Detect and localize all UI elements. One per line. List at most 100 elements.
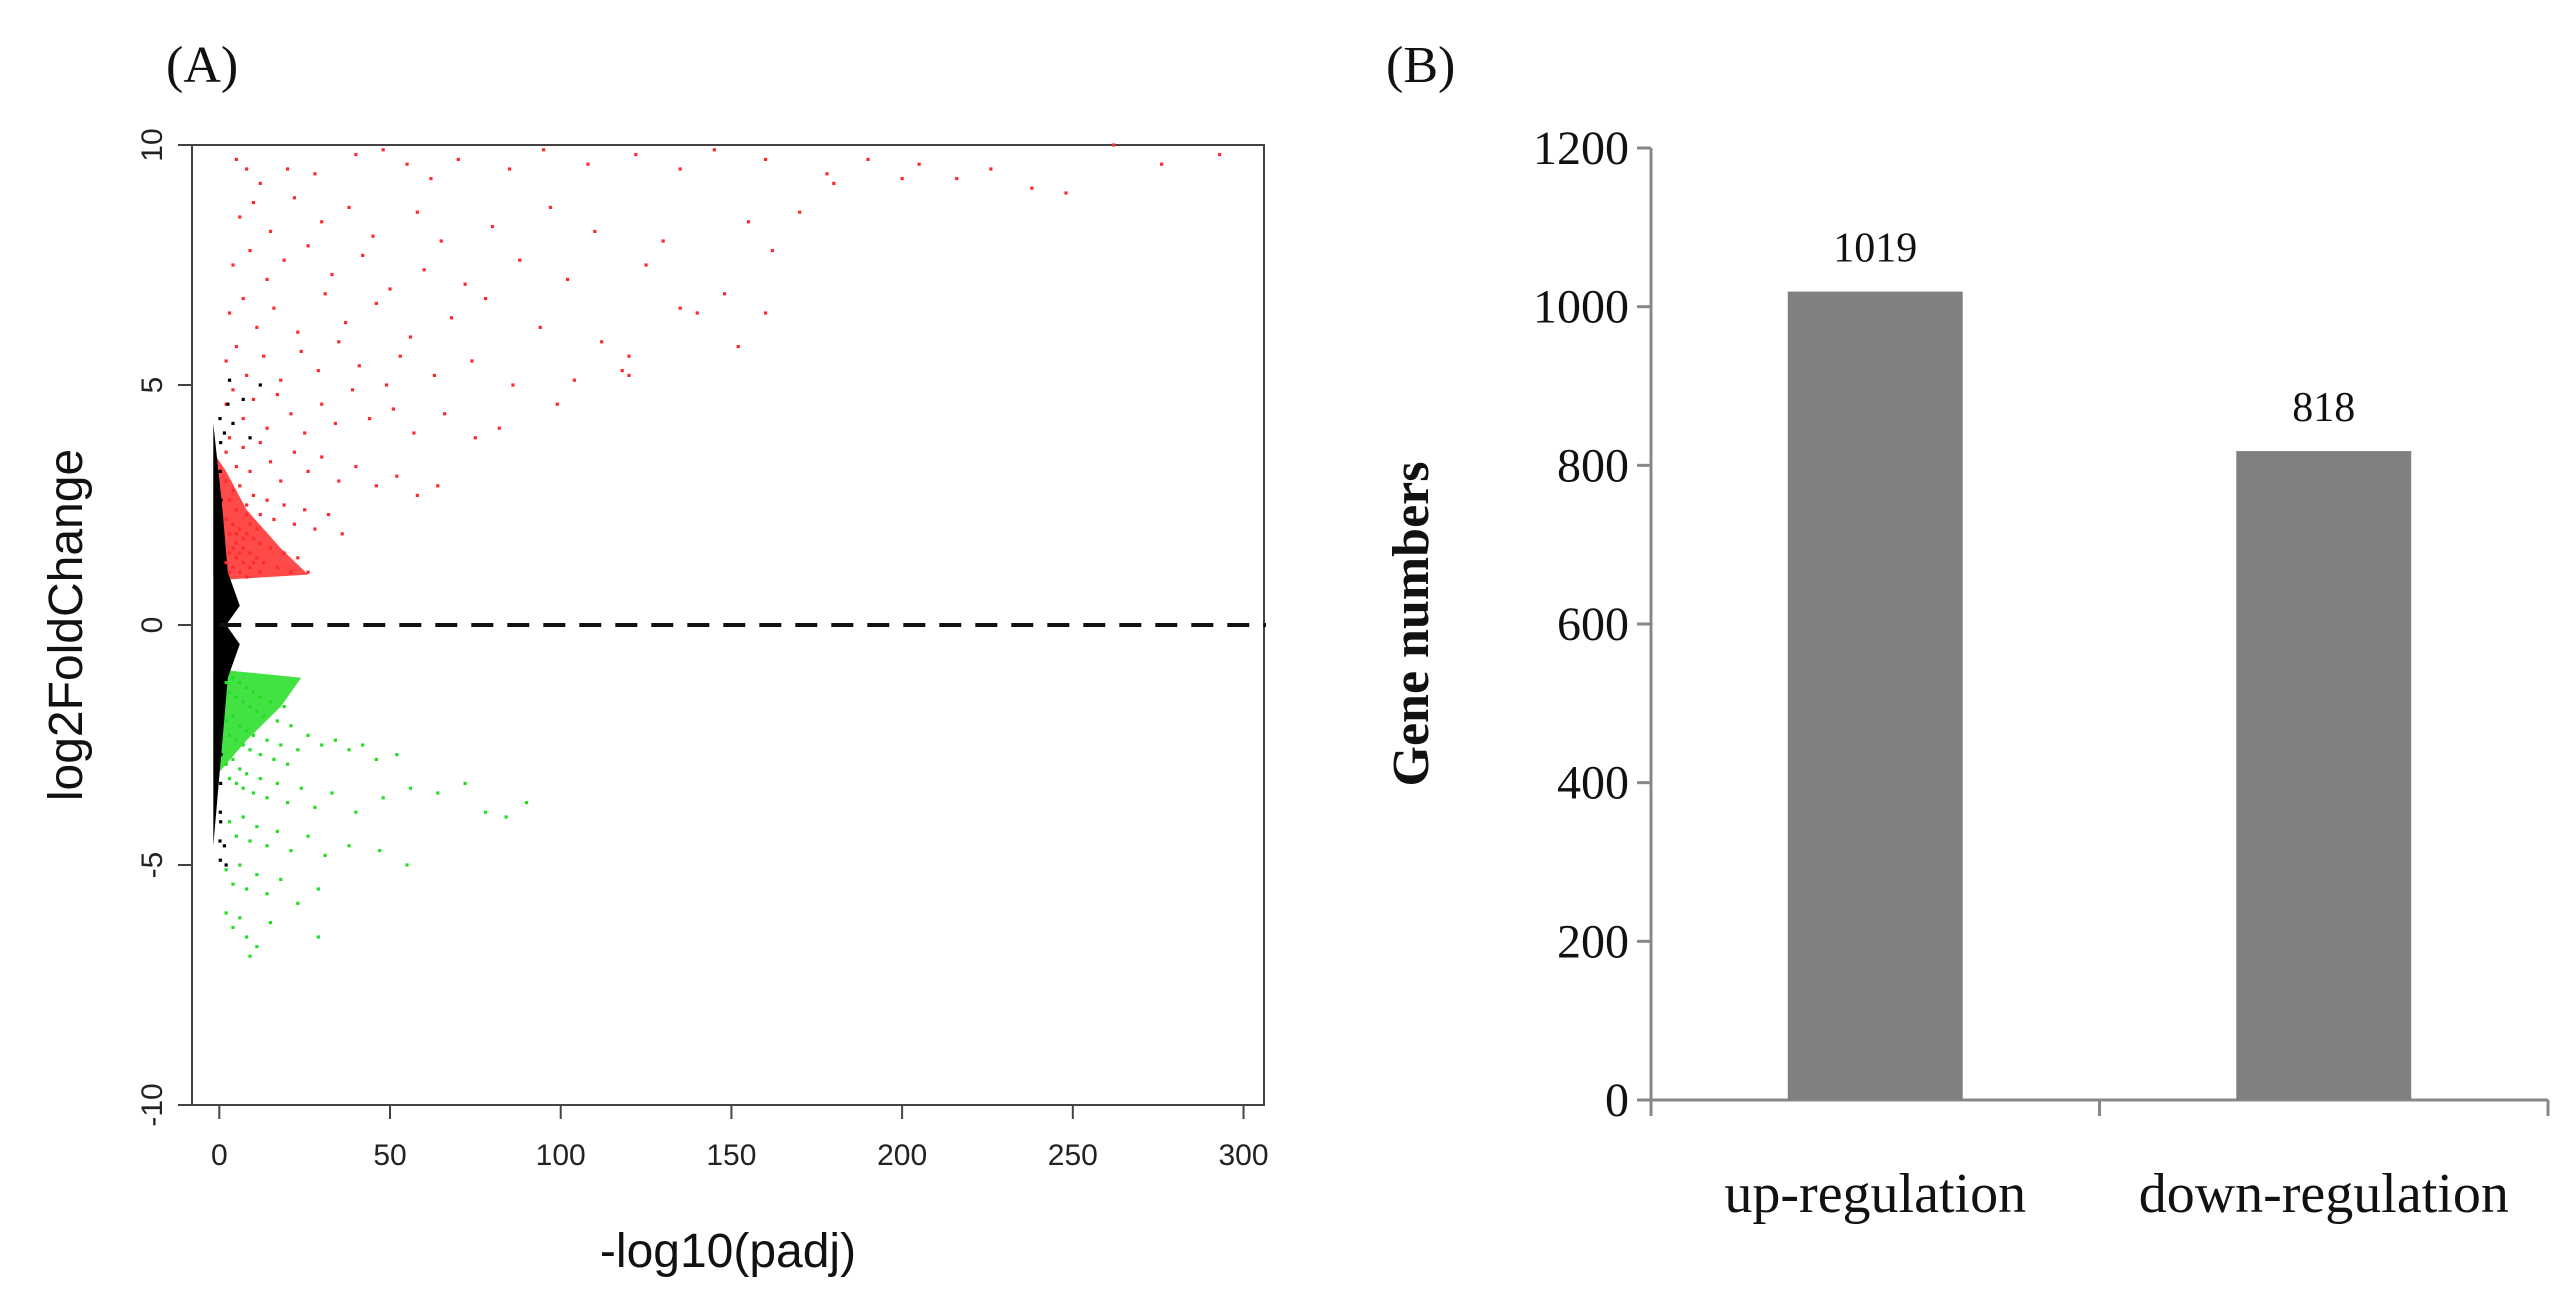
point-up [255, 527, 259, 531]
point-up [678, 167, 682, 171]
point-up [279, 479, 283, 483]
point-up [320, 402, 324, 406]
point-down [296, 748, 300, 752]
point-up [289, 570, 293, 574]
point-down [238, 916, 242, 920]
point-up [391, 407, 396, 411]
point-up [490, 225, 495, 229]
point-up [292, 196, 297, 200]
point-up [282, 503, 286, 507]
point-down [227, 820, 232, 824]
y-tick-label: 5 [136, 377, 169, 394]
point-up [306, 469, 310, 473]
point-up [347, 205, 351, 209]
point-up [354, 153, 358, 157]
point-up [412, 431, 416, 435]
point-up [866, 157, 870, 161]
point-up [251, 493, 256, 497]
point-down [275, 829, 279, 833]
point-up [241, 546, 245, 550]
point-down [251, 733, 256, 737]
point-up [255, 325, 259, 329]
point-down [299, 786, 303, 790]
category-labels: up-regulation down-regulation [1724, 1163, 2508, 1225]
point-up [415, 493, 419, 497]
point-up [258, 441, 262, 445]
point-up [337, 479, 341, 483]
point-up [627, 354, 631, 358]
point-up [227, 570, 232, 574]
point-down [227, 733, 232, 737]
point-up [285, 167, 290, 171]
bar-data-labels: 1019 818 [1833, 226, 2355, 431]
point-up [245, 503, 249, 507]
point-up [272, 517, 276, 521]
point-down [268, 700, 273, 704]
point-up [1159, 162, 1164, 166]
point-up [644, 263, 648, 267]
point-up [798, 210, 802, 214]
point-up [436, 484, 440, 488]
point-up [238, 527, 242, 531]
point-up [832, 181, 836, 185]
point-down [285, 801, 290, 805]
point-down [306, 834, 310, 838]
point-up [248, 522, 252, 526]
point-down [245, 935, 249, 939]
point-down [251, 690, 256, 694]
point-not_significant [226, 402, 230, 406]
point-up [538, 325, 542, 329]
point-not_significant [248, 436, 252, 440]
point-down [405, 863, 409, 867]
point-up [248, 469, 252, 473]
point-down [265, 738, 269, 742]
point-down [224, 681, 228, 685]
point-up [258, 541, 262, 545]
point-up [227, 436, 232, 440]
point-up [1064, 191, 1068, 195]
y-tick-label: -5 [136, 852, 169, 879]
point-up [268, 229, 273, 233]
bar-data-label: 1019 [1833, 226, 1917, 272]
y-tick-label: 400 [1557, 757, 1629, 810]
point-not_significant [219, 820, 223, 824]
point-down [241, 786, 245, 790]
point-down [248, 705, 252, 709]
point-up [265, 498, 269, 502]
point-up [600, 340, 604, 344]
x-axis-label: -log10(padj) [600, 1225, 856, 1278]
y-tick-label: 200 [1557, 915, 1629, 968]
point-not_significant [227, 378, 232, 382]
point-down [255, 709, 259, 713]
point-up [388, 287, 392, 291]
point-up [241, 417, 245, 421]
point-down [265, 844, 269, 848]
point-up [917, 162, 921, 166]
point-not_significant [222, 844, 227, 848]
point-up [443, 412, 447, 416]
point-up [231, 522, 235, 526]
point-up [227, 532, 232, 536]
point-up [555, 402, 559, 406]
point-up [900, 177, 904, 181]
x-tick-label: 100 [536, 1139, 586, 1172]
category-label: down-regulation [2139, 1163, 2509, 1225]
point-up [429, 177, 433, 181]
point-down [262, 714, 266, 718]
point-up [282, 551, 286, 555]
point-down [238, 767, 242, 771]
point-not_significant [218, 810, 222, 814]
point-down [268, 921, 273, 925]
point-up [518, 258, 522, 262]
point-down [255, 945, 259, 949]
point-down [381, 796, 385, 800]
bars [1787, 291, 2412, 1100]
point-up [255, 556, 259, 560]
point-up [292, 522, 297, 526]
point-up [248, 565, 252, 569]
point-not_significant [231, 421, 235, 425]
point-down [524, 801, 529, 805]
point-up [268, 546, 273, 550]
volcano-plot: 0 50 100 150 200 250 300 -10 -5 0 5 10 -log10(padj… [40, 128, 1269, 1278]
point-down [241, 700, 245, 704]
